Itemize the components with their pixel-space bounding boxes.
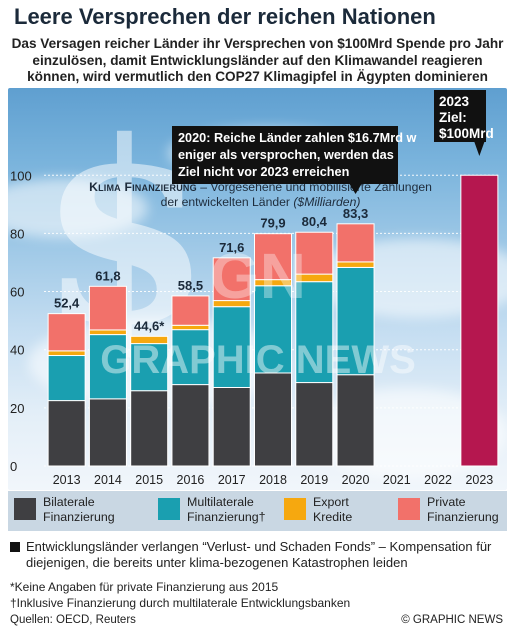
- annotation-box: [172, 126, 398, 184]
- bar-segment: [336, 266, 375, 376]
- x-tick-label: 2016: [177, 473, 205, 487]
- total-label: 71,6: [219, 240, 244, 255]
- x-tick-label: 2014: [94, 473, 122, 487]
- bar-segment: [171, 384, 210, 467]
- legend: Bilaterale Finanzierung Multilaterale Fin…: [8, 491, 507, 531]
- bar-segment: [254, 285, 292, 374]
- x-tick-label: 2015: [135, 473, 163, 487]
- target-callout-box: [434, 90, 486, 142]
- annotation-text: 2020: Reiche Länder zahlen $16.7Mrd w: [178, 131, 416, 145]
- chart-subtitle-bold: Klima Finanzierung: [89, 180, 197, 194]
- page-title: Leere Versprechen der reichen Nationen: [14, 4, 436, 29]
- bar-chart: 0 20 40 60 80 100 52,4 2013 61,8 2014 44,6* 2015 58,…: [10, 90, 500, 487]
- bar-segment: [295, 382, 334, 467]
- total-label: 52,4: [54, 296, 80, 311]
- legend-swatch: [284, 498, 306, 520]
- legend-label: Bilaterale Finanzierung: [43, 495, 115, 524]
- target-callout-text: Ziel:: [439, 110, 467, 125]
- bar-segment: [88, 398, 127, 467]
- bar-segment: [212, 257, 251, 302]
- x-tick-label: 2020: [342, 473, 370, 487]
- bar-segment: [212, 387, 251, 467]
- total-label: 83,3: [343, 206, 368, 221]
- bar-segment: [254, 233, 292, 281]
- bar-segment: [171, 295, 210, 326]
- square-bullet-icon: [10, 542, 20, 552]
- x-tick-label: 2018: [259, 473, 287, 487]
- legend-label: Private Finanzierung: [427, 495, 499, 524]
- target-callout-arrow: [474, 142, 485, 156]
- y-tick-label: 100: [10, 168, 32, 183]
- footnote-dagger: †Inklusive Finanzierung durch multilater…: [10, 596, 351, 610]
- note-text: Entwicklungsländer verlangen “Verlust- u…: [26, 539, 492, 570]
- x-tick-label: 2017: [218, 473, 246, 487]
- chart-subtitle-unit: ($Milliarden): [293, 195, 361, 209]
- target-callout-text: $100Mrd: [439, 126, 494, 141]
- cloud-decoration: [8, 178, 148, 238]
- bar-segment: [130, 390, 169, 467]
- x-tick-label: 2022: [424, 473, 452, 487]
- x-tick-label: 2023: [465, 473, 493, 487]
- bar-segment: [47, 313, 86, 352]
- bar-segment: [47, 350, 86, 357]
- watermark-logo: GN: [210, 240, 306, 312]
- bar-segment: [47, 400, 86, 467]
- source: Quellen: OECD, Reuters: [10, 614, 136, 626]
- legend-swatch: [398, 498, 420, 520]
- target-bar: [460, 174, 499, 467]
- annotation-arrow: [349, 184, 362, 194]
- chart-panel: $ Klima Finanzierung – Vorgesehene und m…: [8, 88, 507, 490]
- bar-segment: [336, 261, 375, 268]
- legend-swatch: [14, 498, 36, 520]
- credit: © GRAPHIC NEWS: [401, 614, 503, 626]
- total-label: 58,5: [178, 278, 203, 293]
- legend-swatch: [158, 498, 180, 520]
- bar-segment: [171, 324, 210, 331]
- y-tick-label: 0: [10, 459, 17, 474]
- bar-segment: [88, 334, 127, 400]
- page-subtitle: Das Versagen reicher Länder ihr Versprec…: [11, 36, 504, 84]
- watermark-text: GRAPHIC NEWS: [100, 338, 416, 382]
- bar-segment: [88, 285, 127, 331]
- y-tick-label: 60: [10, 285, 24, 300]
- legend-label: Export Kredite: [313, 495, 353, 524]
- x-tick-label: 2019: [300, 473, 328, 487]
- bar-segment: [295, 281, 334, 384]
- bar-segment: [47, 355, 86, 402]
- target-callout-text: 2023: [439, 94, 470, 109]
- total-label: 80,4: [302, 214, 328, 229]
- y-tick-label: 80: [10, 226, 24, 241]
- bar-segment: [88, 329, 127, 336]
- annotation-text: Ziel nicht vor 2023 erreichen: [178, 165, 349, 179]
- bar-segment: [336, 374, 375, 467]
- bar-segment: [212, 306, 251, 388]
- annotation-text: eniger als versprochen, werden das: [178, 148, 394, 162]
- y-tick-label: 40: [10, 343, 24, 358]
- legend-label: Multilaterale Finanzierung†: [187, 495, 266, 524]
- bar-segment: [130, 335, 169, 345]
- footnote-asterisk: *Keine Angaben für private Finanzierung …: [10, 580, 279, 594]
- total-label: 61,8: [95, 268, 120, 283]
- y-tick-label: 20: [10, 401, 24, 416]
- total-label: 79,9: [260, 216, 285, 231]
- x-tick-label: 2021: [383, 473, 411, 487]
- x-tick-label: 2013: [53, 473, 81, 487]
- bar-segment: [254, 372, 292, 467]
- bar-segment: [295, 231, 334, 275]
- total-label: 44,6*: [134, 318, 165, 333]
- bar-segment: [336, 223, 375, 263]
